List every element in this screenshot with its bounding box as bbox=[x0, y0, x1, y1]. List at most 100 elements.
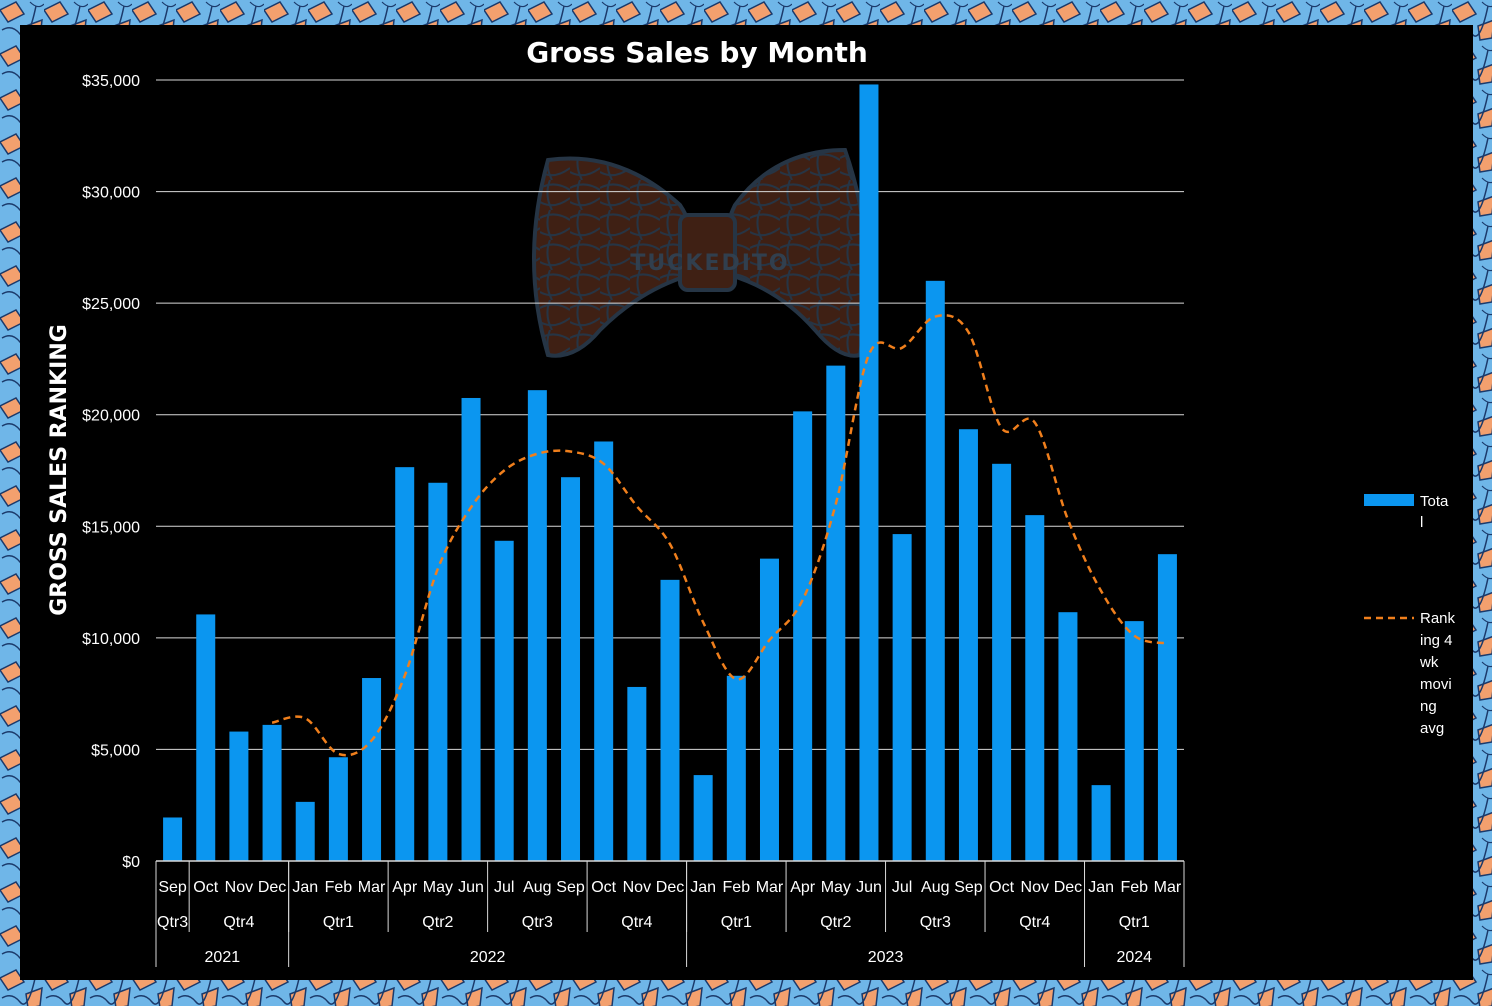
bar bbox=[1091, 785, 1111, 861]
x-tick-label-month: Mar bbox=[1154, 879, 1182, 896]
y-tick-label: $20,000 bbox=[82, 408, 140, 425]
x-tick-label-month: May bbox=[423, 879, 453, 896]
gridlines bbox=[156, 79, 1184, 750]
x-tick-label-month: Feb bbox=[1120, 879, 1148, 896]
y-tick-label: $30,000 bbox=[82, 185, 140, 202]
x-tick-label-month: Oct bbox=[193, 879, 218, 896]
bar bbox=[328, 757, 348, 861]
legend-label-moving-avg: ng bbox=[1420, 698, 1437, 715]
x-tick-label-month: Oct bbox=[591, 879, 616, 896]
legend-label-total: Tota bbox=[1420, 493, 1449, 510]
y-tick-label: $5,000 bbox=[91, 742, 140, 759]
bar bbox=[494, 540, 514, 861]
bar bbox=[693, 775, 713, 861]
line-series-moving-avg bbox=[271, 314, 1168, 757]
x-tick-label-quarter: Qtr1 bbox=[323, 914, 354, 931]
x-tick-label-quarter: Qtr3 bbox=[522, 914, 553, 931]
x-tick-label-quarter: Qtr1 bbox=[721, 914, 752, 931]
y-tick-label: $35,000 bbox=[82, 73, 140, 90]
bar bbox=[561, 477, 581, 861]
y-axis-label: GROSS SALES RANKING bbox=[47, 324, 72, 616]
legend-label-moving-avg: movi bbox=[1420, 676, 1452, 693]
x-tick-label-month: Sep bbox=[954, 879, 983, 896]
x-tick-label-month: Jan bbox=[1088, 879, 1114, 896]
bar bbox=[527, 390, 547, 861]
x-tick-label-month: Dec bbox=[656, 879, 684, 896]
x-axis: Sep Oct Nov Dec Jan Feb Mar Apr May Jun Jul Aug Sep O… bbox=[155, 860, 1185, 967]
x-tick-label-month: Nov bbox=[1021, 879, 1049, 896]
legend-label-moving-avg: avg bbox=[1420, 720, 1444, 737]
bar bbox=[925, 280, 945, 861]
bar bbox=[892, 534, 912, 861]
bar bbox=[627, 686, 647, 861]
x-tick-label-month: Jul bbox=[494, 879, 514, 896]
x-tick-label-quarter: Qtr4 bbox=[1019, 914, 1050, 931]
x-tick-label-quarter: Qtr2 bbox=[422, 914, 453, 931]
bar-series-total bbox=[163, 84, 1177, 861]
x-tick-label-year: 2024 bbox=[1116, 949, 1152, 966]
x-tick-label-month: Dec bbox=[258, 879, 286, 896]
bar bbox=[163, 817, 183, 861]
legend-label-total: l bbox=[1420, 514, 1423, 531]
bar bbox=[229, 731, 249, 861]
x-tick-label-quarter: Qtr3 bbox=[157, 914, 188, 931]
x-tick-label-month: Aug bbox=[921, 879, 949, 896]
x-tick-label-month: Oct bbox=[989, 879, 1014, 896]
x-tick-label-quarter: Qtr4 bbox=[223, 914, 254, 931]
bar bbox=[660, 579, 680, 861]
bar bbox=[461, 397, 481, 861]
y-tick-label: $15,000 bbox=[82, 519, 140, 536]
x-tick-label-month: Jun bbox=[458, 879, 484, 896]
x-tick-label-month: Sep bbox=[158, 879, 187, 896]
bar bbox=[826, 365, 846, 861]
bar bbox=[395, 467, 415, 861]
y-tick-label: $25,000 bbox=[82, 296, 140, 313]
bar bbox=[428, 482, 448, 861]
x-tick-label-month: Nov bbox=[225, 879, 253, 896]
x-tick-label-year: 2022 bbox=[470, 949, 506, 966]
legend-label-moving-avg: Rank bbox=[1420, 610, 1456, 627]
x-tick-label-month: Feb bbox=[723, 879, 751, 896]
x-tick-label-month: Dec bbox=[1054, 879, 1082, 896]
x-tick-label-quarter: Qtr4 bbox=[621, 914, 652, 931]
bar bbox=[859, 84, 879, 861]
x-tick-label-quarter: Qtr2 bbox=[820, 914, 851, 931]
legend: Tota l Rank ing 4 wk movi ng avg bbox=[1364, 493, 1456, 737]
x-tick-label-month: Apr bbox=[392, 879, 418, 896]
x-tick-label-year: 2021 bbox=[205, 949, 241, 966]
bar bbox=[958, 429, 978, 861]
x-tick-label-month: Aug bbox=[523, 879, 551, 896]
x-tick-label-month: Jul bbox=[892, 879, 912, 896]
bar bbox=[1058, 612, 1078, 861]
legend-swatch-total bbox=[1364, 494, 1414, 506]
x-tick-label-month: Jan bbox=[292, 879, 318, 896]
x-tick-label-month: Nov bbox=[623, 879, 651, 896]
chart-title: Gross Sales by Month bbox=[526, 36, 868, 69]
bar bbox=[1157, 554, 1177, 861]
bar bbox=[793, 411, 813, 861]
x-tick-label-month: Jan bbox=[690, 879, 716, 896]
moving-avg-line bbox=[271, 314, 1168, 757]
x-tick-label-month: Mar bbox=[358, 879, 386, 896]
bar bbox=[992, 463, 1012, 861]
bar bbox=[295, 801, 315, 861]
y-tick-label: $10,000 bbox=[82, 631, 140, 648]
bar bbox=[362, 678, 382, 861]
bar bbox=[262, 724, 282, 861]
x-tick-label-quarter: Qtr1 bbox=[1119, 914, 1150, 931]
bar bbox=[594, 441, 614, 861]
x-tick-label-quarter: Qtr3 bbox=[920, 914, 951, 931]
y-tick-label: $0 bbox=[122, 854, 140, 871]
x-tick-label-month: May bbox=[821, 879, 851, 896]
x-tick-label-year: 2023 bbox=[868, 949, 904, 966]
x-tick-label-month: Mar bbox=[756, 879, 784, 896]
watermark-logo: TUCKEDITO bbox=[532, 147, 870, 358]
bar bbox=[1124, 621, 1144, 861]
x-tick-label-month: Apr bbox=[790, 879, 816, 896]
legend-label-moving-avg: ing 4 bbox=[1420, 632, 1453, 649]
bar bbox=[1025, 515, 1045, 861]
x-tick-label-month: Feb bbox=[325, 879, 353, 896]
x-tick-label-month: Jun bbox=[856, 879, 882, 896]
